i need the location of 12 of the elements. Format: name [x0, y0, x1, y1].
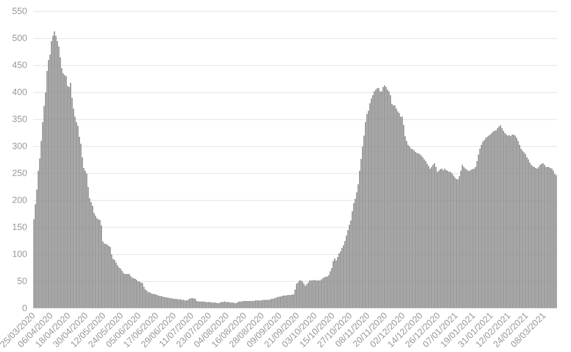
- y-tick-label: 500: [12, 32, 28, 43]
- y-tick-label: 550: [12, 6, 28, 16]
- y-tick-label: 350: [12, 114, 28, 124]
- y-tick-label: 100: [12, 248, 28, 259]
- y-tick-label: 400: [12, 86, 28, 97]
- y-tick-label: 250: [12, 168, 28, 178]
- y-tick-label: 50: [17, 276, 28, 286]
- y-tick-label: 0: [22, 302, 28, 313]
- y-tick-label: 450: [12, 60, 28, 70]
- y-tick-label: 200: [12, 194, 28, 205]
- y-tick-label: 150: [12, 222, 28, 232]
- y-tick-label: 300: [12, 140, 28, 151]
